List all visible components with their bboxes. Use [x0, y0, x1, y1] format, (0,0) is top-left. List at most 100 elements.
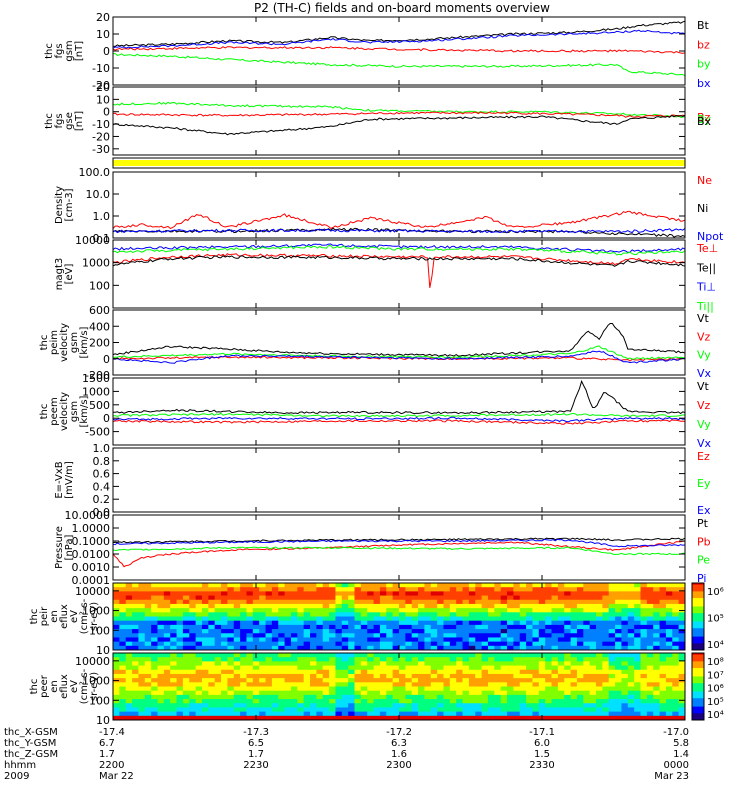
y-tick-label: -20 — [92, 79, 110, 92]
legend-Vy: Vy — [697, 418, 711, 431]
legend-Pt: Pt — [697, 517, 709, 530]
y-axis-label: thc — [39, 335, 50, 351]
state-bar-fill — [113, 160, 685, 166]
y-tick-label: 1.0 — [93, 442, 111, 455]
panel-frame — [112, 514, 686, 581]
y-axis-label: [eV] — [64, 264, 75, 285]
y-axis-label: E=-VxB — [54, 461, 65, 498]
x-axis-row-label: thc_Y-GSM — [4, 738, 56, 749]
x-axis-value: 6.5 — [248, 738, 264, 749]
x-axis-value: -17.0 — [663, 727, 689, 738]
y-tick-label: -10 — [92, 62, 110, 75]
y-tick-label: 0.4 — [93, 480, 111, 493]
y-tick-label: 0 — [103, 353, 110, 366]
y-tick-label: 0 — [103, 106, 110, 119]
y-axis-label: Density — [54, 186, 65, 224]
y-tick-label: -30 — [92, 143, 110, 156]
series-Bz-line — [113, 111, 685, 118]
series-Pi-line — [113, 538, 685, 548]
series-Pt-line — [113, 537, 685, 544]
y-axis-label: velocity — [59, 323, 70, 362]
y-tick-label: -500 — [85, 426, 110, 439]
panel-electron-spectrogram: 10⁸ 10⁷ 10⁶ 10⁵ 10⁴ 10000 1000 100 10 thc peer en ef… — [29, 652, 724, 727]
colorbar-tick-label: 10⁵ — [707, 614, 724, 625]
y-axis-label: gse — [64, 112, 75, 130]
colorbar: 10⁶ 10⁵ 10⁴ — [691, 582, 724, 651]
y-tick-label: 10 — [96, 714, 110, 727]
y-axis-label: gsm — [69, 332, 80, 353]
y-tick-label: 100 — [89, 279, 110, 292]
y-axis-label: eV — [69, 610, 80, 623]
series-Te-line — [113, 255, 685, 267]
panel-frame — [112, 309, 686, 376]
series-Vz-line — [113, 419, 685, 425]
y-tick-label: 1000 — [82, 257, 110, 270]
y-axis-label: thc — [39, 404, 50, 420]
panel-frame — [112, 86, 686, 156]
legend-Vx: Vx — [697, 437, 712, 450]
y-tick-label: 100 — [89, 694, 110, 707]
x-axis-value: 6.3 — [391, 738, 407, 749]
panel-state-bar — [112, 157, 686, 169]
legend-Bx: Bx — [697, 115, 712, 128]
y-axis-label: [km/s] — [79, 395, 90, 427]
x-axis-value: -17.3 — [243, 727, 269, 738]
series-Ti-line — [113, 243, 685, 253]
y-axis-label: peem — [49, 397, 60, 425]
series-Vt-line — [113, 323, 685, 357]
panel-density: 100.0 10.0 1.0 0.1 Density [cm-3] Ne Ni Npot — [54, 166, 724, 245]
y-tick-label: -20 — [92, 130, 110, 143]
series-Vx-line — [113, 416, 685, 423]
x-axis-value: Mar 22 — [99, 771, 134, 782]
y-tick-label: 1000 — [82, 675, 110, 688]
legend-Pe: Pe — [697, 554, 710, 567]
y-axis-label: thc — [29, 679, 40, 695]
legend-Ey: Ey — [697, 477, 711, 490]
y-tick-label: 10000 — [75, 234, 110, 247]
legend-Ez: Ez — [697, 450, 710, 463]
legend-By: By — [697, 113, 712, 126]
y-axis-label: gsm — [69, 401, 80, 422]
y-axis-label: velocity — [59, 392, 70, 431]
x-axis-value: 5.8 — [673, 738, 689, 749]
y-axis-label: thc — [44, 113, 55, 129]
colorbar-tick-label: 10⁶ — [707, 684, 724, 695]
x-axis-value: -17.4 — [99, 727, 125, 738]
legend-Bz: Bz — [697, 111, 711, 124]
colorbar-tick-label: 10⁴ — [707, 710, 724, 721]
y-axis-label: [nT] — [74, 111, 85, 131]
y-axis-label: peim — [49, 330, 60, 355]
series-Bx-line — [113, 114, 685, 136]
y-tick-label: 1000 — [82, 605, 110, 618]
series-Vy-line — [113, 345, 685, 360]
panel-velocity-gsm: 600 400 200 0 -200 thc peim velocity gsm [km/s] Vt… — [39, 304, 712, 382]
y-tick-label: 0 — [103, 45, 110, 58]
y-tick-label: 10.0000 — [65, 509, 111, 522]
panel-fgs-gsm: 20 10 0 -10 -20 thc fgs gsm [nT] Bt bz by bx — [44, 11, 711, 92]
y-tick-label: 100 — [89, 624, 110, 637]
y-axis-label: [km/s] — [79, 326, 90, 358]
series-bz-line — [113, 46, 685, 54]
y-tick-label: 200 — [89, 337, 110, 350]
legend-Te: Te|| — [696, 261, 716, 274]
legend-by: by — [697, 58, 711, 71]
y-tick-label: 0.1 — [93, 232, 111, 245]
panel-ion-spectrogram: 10⁶ 10⁵ 10⁴ 10000 1000 100 10 thc peir en eflux eV(… — [29, 582, 724, 657]
series-Te-line — [113, 253, 685, 288]
x-axis-value: 1.5 — [534, 749, 550, 760]
x-axis-value: 2200 — [99, 760, 124, 771]
y-axis-label: [mV/m] — [64, 461, 75, 499]
y-tick-label: 20 — [96, 11, 110, 24]
x-axis-value: 2300 — [386, 760, 411, 771]
spectrogram-image — [113, 653, 685, 720]
y-tick-label: 20 — [96, 81, 110, 94]
y-tick-label: 1.0 — [93, 210, 111, 223]
y-axis-label: gsm — [64, 40, 75, 61]
y-tick-label: 0 — [103, 412, 110, 425]
y-tick-label: 0.8 — [93, 455, 111, 468]
panel-frame — [112, 171, 686, 239]
series-Ti-line — [113, 245, 685, 256]
legend-Vt: Vt — [697, 380, 710, 393]
